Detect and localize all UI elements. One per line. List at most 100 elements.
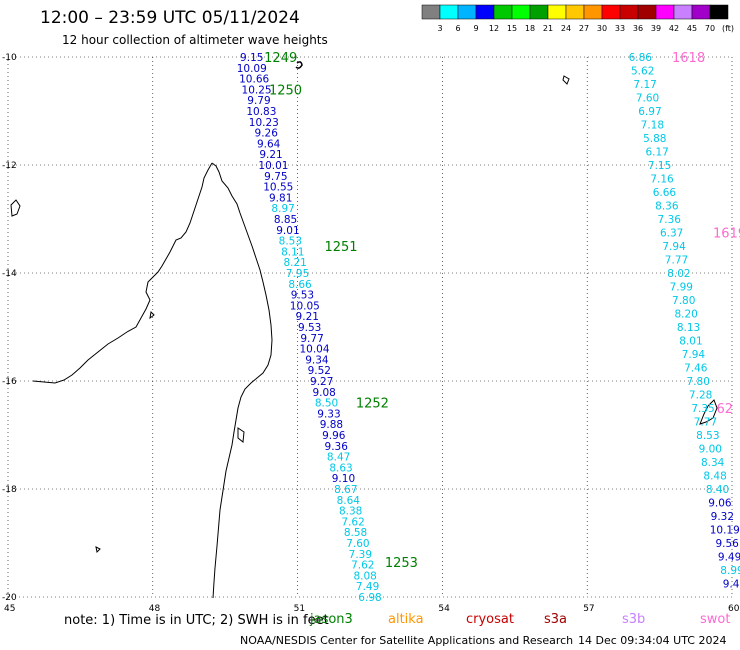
track-start-mark <box>295 61 303 69</box>
colorbar-label: 45 <box>687 24 697 33</box>
colorbar-legend: 3 6 9 12 15 18 21 24 27 30 33 36 39 42 45 70 (ft) <box>421 4 734 33</box>
swh-value: 8.36 <box>655 201 679 213</box>
lon-label: 48 <box>149 604 161 614</box>
colorbar-label: 12 <box>489 24 499 33</box>
swh-value: 9.27 <box>310 376 333 388</box>
lat-lon-grid <box>7 56 733 598</box>
footer: note: 1) Time is in UTC; 2) SWH is in fe… <box>0 610 740 650</box>
colorbar-label: 42 <box>669 24 679 33</box>
swh-value: 7.36 <box>658 214 682 226</box>
swh-value: 9.15 <box>240 52 263 64</box>
swh-value: 9.32 <box>711 511 734 523</box>
track-time-label: 1251 <box>324 240 357 255</box>
swh-value: 8.64 <box>337 495 361 507</box>
track-1250: 1250 <box>269 83 302 98</box>
track-time-label: 1619 <box>713 227 740 242</box>
swh-value: 7.77 <box>694 417 717 429</box>
lon-label: 45 <box>4 604 15 614</box>
track-62: 62 <box>716 402 733 417</box>
swh-value: 8.40 <box>706 484 729 496</box>
swh-value: 9.33 <box>317 408 340 420</box>
swh-value: 6.98 <box>358 592 381 604</box>
timestamp: 14 Dec 09:34:04 UTC 2024 <box>578 634 727 647</box>
colorbar-swatch <box>475 4 495 20</box>
lon-label: 57 <box>583 604 594 614</box>
swh-value: 8.02 <box>667 268 690 280</box>
swh-value: 9.75 <box>264 171 287 183</box>
colorbar-label: 24 <box>561 24 571 33</box>
colorbar-label: 36 <box>633 24 643 33</box>
swh-value: 7.80 <box>672 295 695 307</box>
track-1252: 1252 <box>356 397 389 412</box>
legend-jason3: jason3 <box>310 612 353 627</box>
colorbar-swatch <box>421 4 441 20</box>
track-1619: 1619 <box>713 227 740 242</box>
swh-value: 8.08 <box>353 570 376 582</box>
swh-value: 7.35 <box>691 403 714 415</box>
lon-label: 51 <box>294 604 305 614</box>
satellite-legend: jason3 altika cryosat s3a s3b swot <box>310 612 740 630</box>
swh-value: 9.52 <box>308 365 331 377</box>
coastline-madagascar <box>211 162 273 599</box>
coastline-islet-3 <box>149 310 155 320</box>
swh-value: 7.15 <box>648 160 671 172</box>
swh-value: 8.67 <box>334 484 357 496</box>
swh-value: 9.77 <box>300 333 323 345</box>
altimeter-tracks: 9.1510.0910.6610.259.7910.8310.239.269.6… <box>237 51 740 604</box>
colorbar-swatch <box>457 4 477 20</box>
colorbar-swatch <box>619 4 639 20</box>
lat-label: -16 <box>2 377 17 387</box>
swh-value: 10.04 <box>299 344 329 356</box>
swh-value: 8.99 <box>720 565 740 577</box>
colorbar-swatch <box>601 4 621 20</box>
track-time-label: 1252 <box>356 397 389 412</box>
track-time-label: 62 <box>716 402 733 417</box>
swh-value: 7.62 <box>351 560 374 572</box>
swh-value: 8.11 <box>281 246 304 258</box>
track-time-label: 1253 <box>385 556 418 571</box>
lat-label: -14 <box>2 269 17 279</box>
swh-value: 10.83 <box>246 106 276 118</box>
swh-value: 6.17 <box>645 147 668 159</box>
swh-value: 9.88 <box>320 419 343 431</box>
swh-value: 10.23 <box>249 117 279 129</box>
swh-value: 9.06 <box>708 498 732 510</box>
swh-value: 9.64 <box>257 138 281 150</box>
colorbar-label: (ft) <box>722 24 734 33</box>
swh-value: 8.63 <box>329 462 352 474</box>
swh-value: 7.49 <box>356 581 379 593</box>
colorbar-label: 18 <box>525 24 535 33</box>
colorbar-label: 33 <box>615 24 625 33</box>
swh-value: 7.28 <box>689 390 712 402</box>
track-1251: 1251 <box>324 240 357 255</box>
credit-text: NOAA/NESDIS Center for Satellite Applica… <box>240 634 574 647</box>
swh-value: 8.01 <box>679 336 702 348</box>
swh-value: 9.26 <box>255 128 279 140</box>
swh-value: 9.81 <box>269 192 292 204</box>
lat-label: -12 <box>2 161 17 171</box>
legend-s3b: s3b <box>622 612 646 627</box>
swh-value: 7.16 <box>650 174 674 186</box>
swh-value: 9.46 <box>723 579 740 591</box>
swh-value: 6.66 <box>653 187 677 199</box>
swh-value: 8.97 <box>271 203 294 215</box>
swh-value: 8.21 <box>283 257 306 269</box>
colorbar-swatch <box>529 4 549 20</box>
swh-value: 8.38 <box>339 506 362 518</box>
colorbar-swatch <box>493 4 513 20</box>
swh-value: 8.85 <box>274 214 297 226</box>
swh-value: 7.94 <box>662 241 686 253</box>
coastline-islet-1 <box>562 75 570 85</box>
colorbar-swatch <box>673 4 693 20</box>
swh-value: 10.05 <box>290 300 320 312</box>
swh-value: 10.55 <box>263 182 293 194</box>
coastline-islet-2 <box>699 399 718 425</box>
swh-value: 9.56 <box>715 538 739 550</box>
track-1618: 6.86 5.627.17 7.606.97 7.185.88 6.177.15 7.16… <box>629 51 740 591</box>
coastline-islet-north <box>10 199 21 217</box>
swh-value: 9.10 <box>332 473 355 485</box>
colorbar-swatch <box>565 4 585 20</box>
swh-value: 7.99 <box>670 282 693 294</box>
swh-value: 9.53 <box>298 322 321 334</box>
swh-value: 9.96 <box>322 430 346 442</box>
